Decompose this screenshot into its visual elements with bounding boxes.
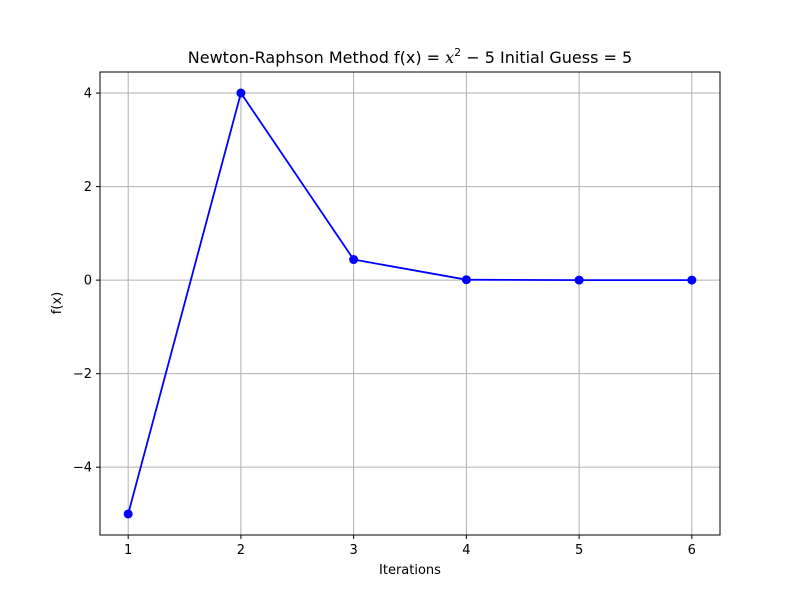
y-tick-label: 4 xyxy=(84,87,92,102)
x-axis-title: Iterations xyxy=(379,563,441,578)
data-point xyxy=(349,255,359,265)
chart-title-suffix: Initial Guess = 5 xyxy=(495,48,632,67)
data-point xyxy=(687,275,697,285)
x-tick-label: 2 xyxy=(237,543,245,558)
x-tick-label: 4 xyxy=(462,543,470,558)
data-point xyxy=(461,275,471,285)
x-tick-label: 6 xyxy=(688,543,696,558)
y-tick-label: −2 xyxy=(73,367,92,382)
y-axis-title: f(x) xyxy=(50,292,65,314)
chart-title-op: − 5 xyxy=(461,48,495,67)
grid xyxy=(100,72,720,535)
chart-title-exponent: 2 xyxy=(454,46,461,59)
data-point xyxy=(123,509,133,519)
ticks: 1 2 3 4 5 6 −4 −2 0 2 4 xyxy=(73,87,696,558)
y-tick-label: −4 xyxy=(73,461,92,476)
chart-title-prefix: Newton-Raphson Method f(x) = xyxy=(188,48,445,67)
chart-title-var: x xyxy=(445,48,454,67)
x-tick-label: 5 xyxy=(575,543,583,558)
x-tick-label: 1 xyxy=(124,543,132,558)
x-tick-label: 3 xyxy=(349,543,357,558)
chart-title: Newton-Raphson Method f(x) = x2 − 5 Init… xyxy=(188,46,632,67)
y-tick-label: 2 xyxy=(84,180,92,195)
series-line xyxy=(127,92,692,515)
plot-area-frame xyxy=(99,71,721,536)
series-newton-raphson xyxy=(123,88,697,519)
data-point xyxy=(236,88,246,98)
y-tick-label: 0 xyxy=(84,274,92,289)
data-point xyxy=(574,275,584,285)
